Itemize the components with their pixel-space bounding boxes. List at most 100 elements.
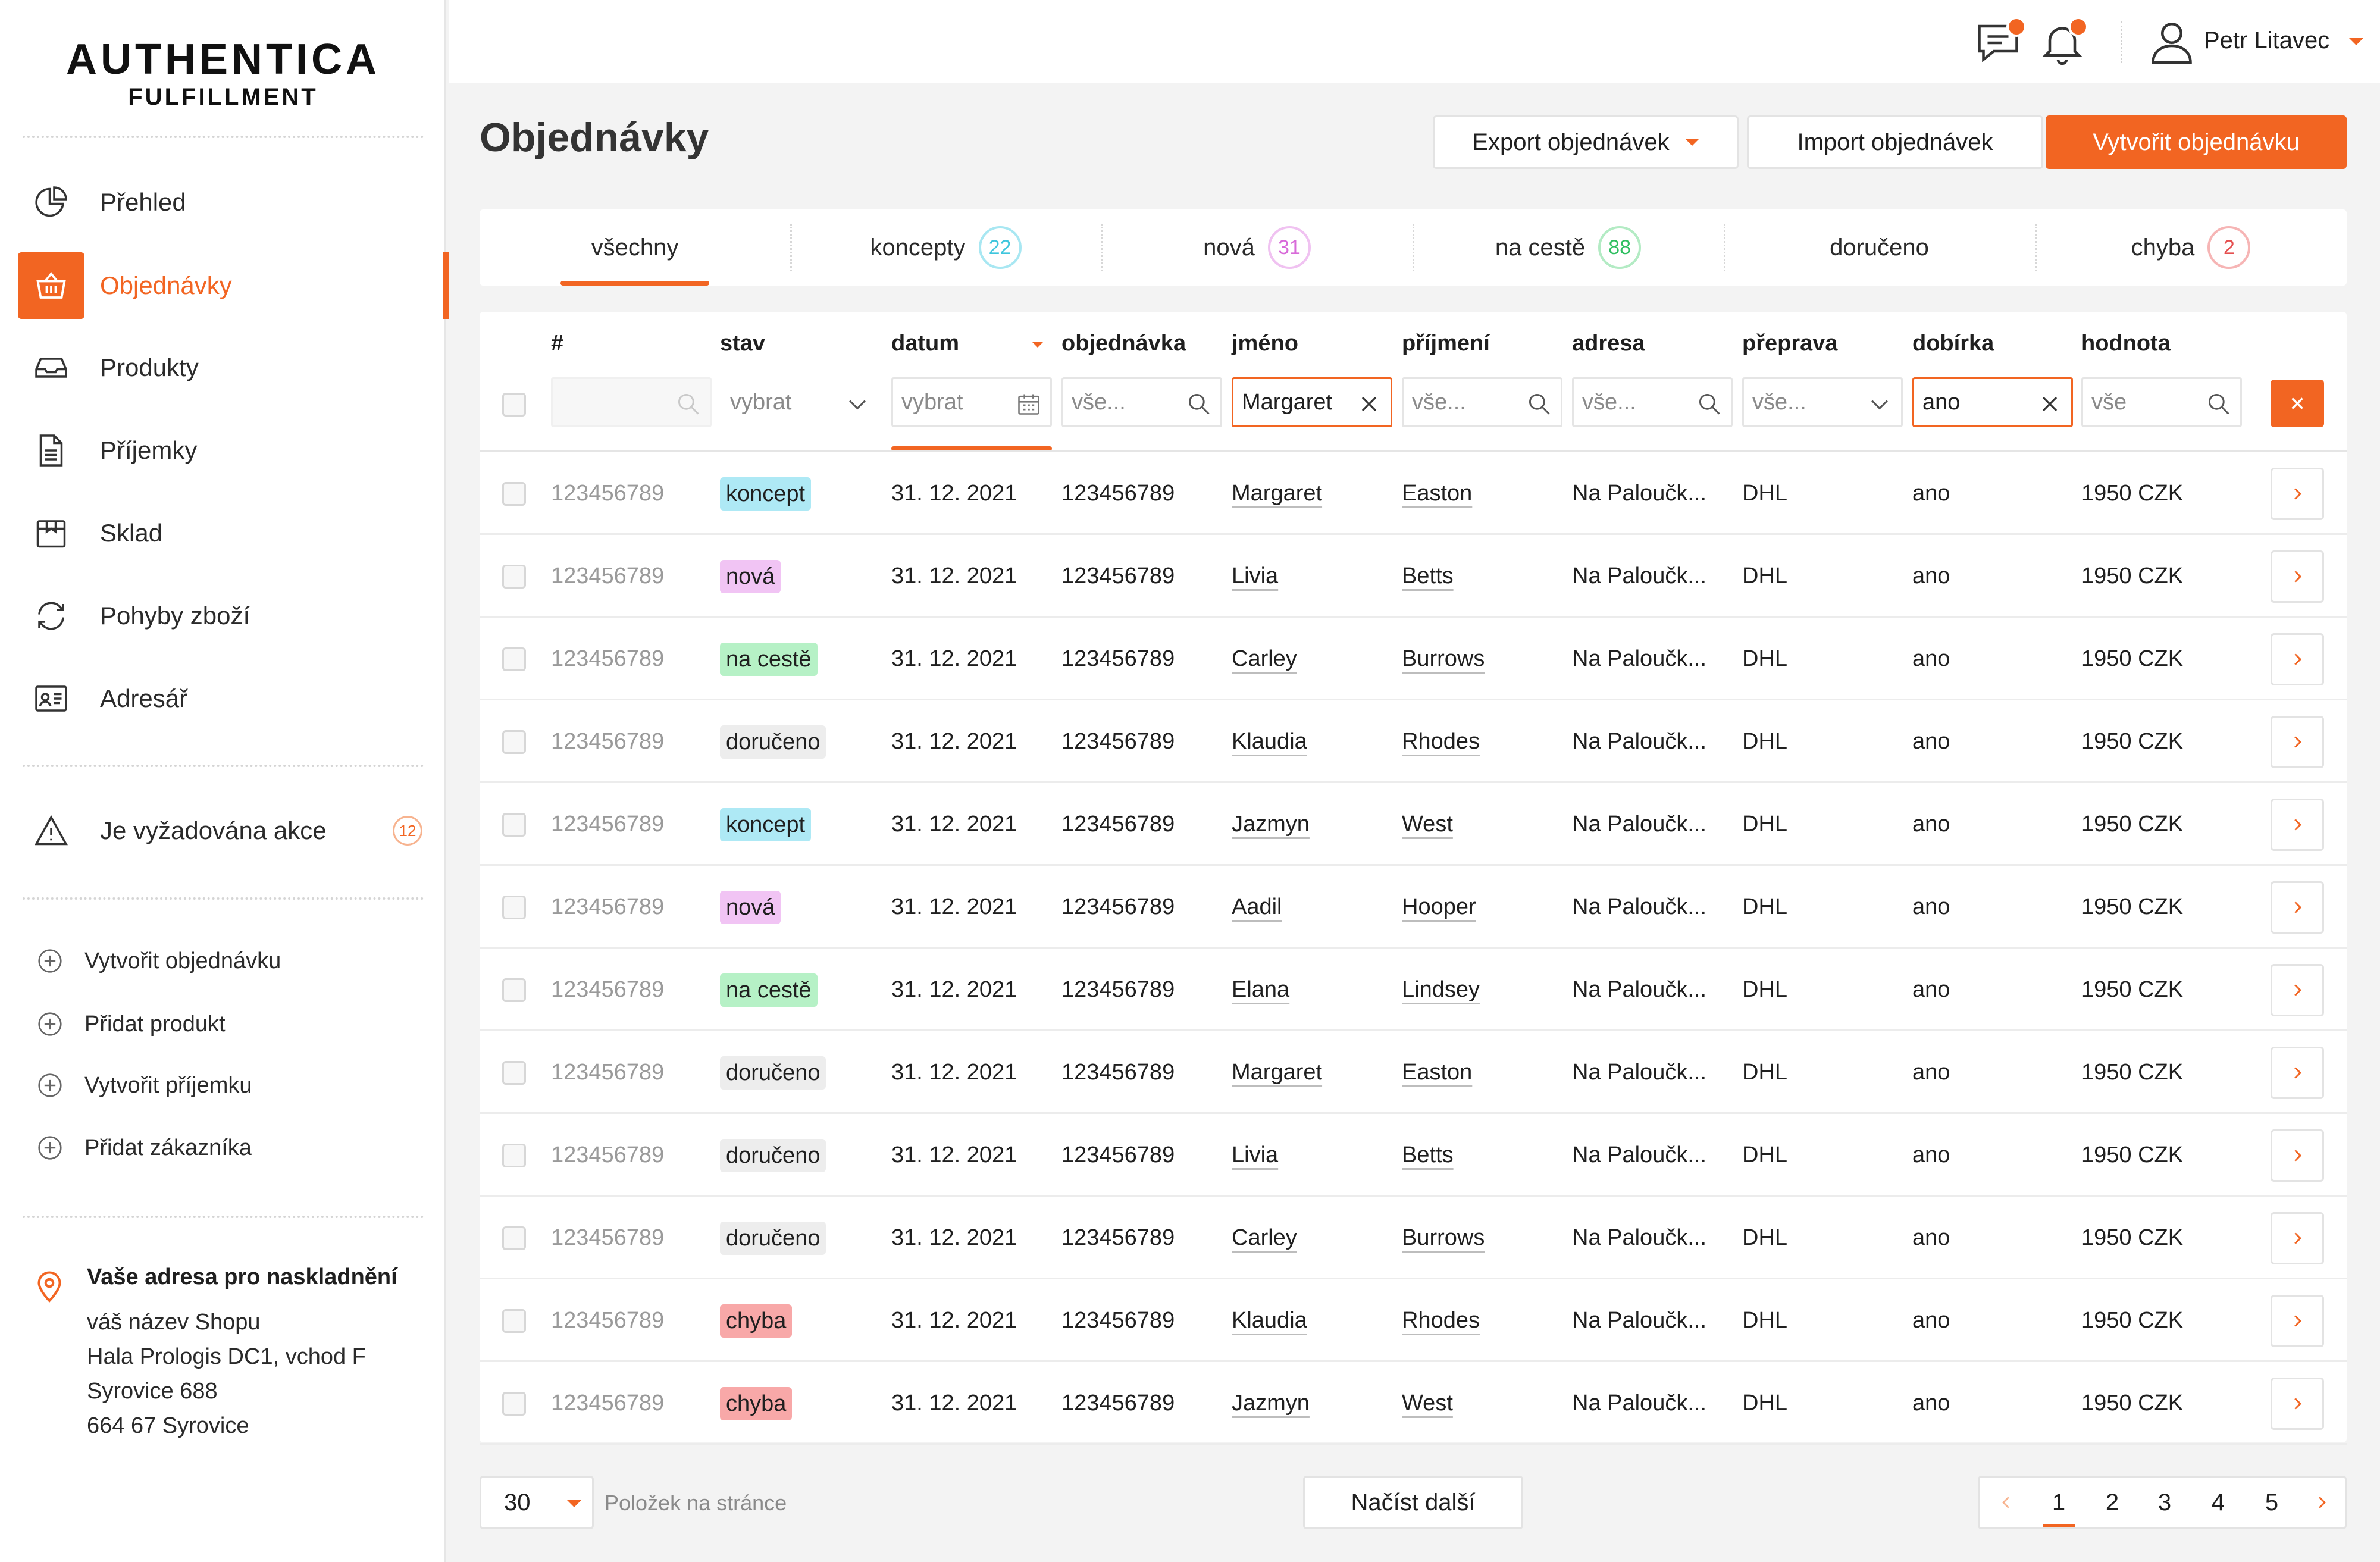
jmeno-filter[interactable]: Margaret	[1232, 377, 1392, 427]
sidebar-item-pohyby[interactable]: Pohyby zboží	[18, 583, 446, 649]
sort-desc-icon[interactable]	[1032, 342, 1044, 348]
create-order-button[interactable]: Vytvořit objednávku	[2046, 115, 2347, 169]
page-button[interactable]: 1	[2032, 1478, 2085, 1527]
column-header-adresa[interactable]: adresa	[1572, 331, 1645, 356]
cell-text[interactable]: Margaret	[1232, 1060, 1323, 1085]
row-detail-button[interactable]	[2271, 1129, 2324, 1182]
stav-filter[interactable]: vybrat	[720, 377, 881, 427]
row-checkbox[interactable]	[502, 813, 526, 837]
preprava-filter[interactable]: vše...	[1742, 377, 1903, 427]
cell-text[interactable]: Lindsey	[1402, 977, 1480, 1002]
row-checkbox[interactable]	[502, 565, 526, 589]
dobirka-filter[interactable]: ano	[1912, 377, 2073, 427]
clear-icon[interactable]	[2037, 391, 2063, 417]
cell-text[interactable]: Elana	[1232, 977, 1290, 1002]
table-row[interactable]: 123456789 doručeno 31. 12. 2021 123456789 Kl…	[480, 700, 2347, 783]
user-icon[interactable]	[2147, 17, 2197, 67]
tab-chyba[interactable]: chyba 2	[2035, 209, 2347, 286]
cell-jmeno[interactable]: Livia	[1232, 1114, 1278, 1197]
row-detail-button[interactable]	[2271, 881, 2324, 934]
cell-jmeno[interactable]: Livia	[1232, 535, 1278, 618]
cell-jmeno[interactable]: Klaudia	[1232, 700, 1307, 783]
clear-icon[interactable]	[1356, 391, 1382, 417]
quick-create-receipt[interactable]: Vytvořit příjemku	[37, 1065, 252, 1106]
row-detail-button[interactable]	[2271, 799, 2324, 851]
page-button[interactable]: 3	[2138, 1478, 2191, 1527]
row-detail-button[interactable]	[2271, 1295, 2324, 1347]
row-detail-button[interactable]	[2271, 550, 2324, 603]
cell-text[interactable]: Easton	[1402, 481, 1473, 506]
cell-text[interactable]: Easton	[1402, 1060, 1473, 1085]
cell-prijmeni[interactable]: Hooper	[1402, 866, 1476, 949]
column-header-preprava[interactable]: přeprava	[1742, 331, 1838, 356]
cell-text[interactable]: Livia	[1232, 1142, 1279, 1167]
row-checkbox[interactable]	[502, 730, 526, 754]
cell-prijmeni[interactable]: Rhodes	[1402, 700, 1480, 783]
bell-icon[interactable]	[2037, 18, 2087, 68]
cell-jmeno[interactable]: Carley	[1232, 1197, 1297, 1279]
cell-prijmeni[interactable]: West	[1402, 1362, 1453, 1445]
row-checkbox[interactable]	[502, 978, 526, 1002]
column-header-id[interactable]: #	[551, 331, 564, 356]
row-detail-button[interactable]	[2271, 1378, 2324, 1430]
cell-text[interactable]: Jazmyn	[1232, 1391, 1310, 1416]
sidebar-item-adresar[interactable]: Adresář	[18, 665, 446, 732]
objednavka-filter[interactable]: vše...	[1061, 377, 1222, 427]
quick-add-product[interactable]: Přidat produkt	[37, 1003, 226, 1045]
column-header-dobirka[interactable]: dobírka	[1912, 331, 1994, 356]
datum-filter[interactable]: vybrat	[891, 377, 1052, 427]
row-checkbox[interactable]	[502, 896, 526, 919]
per-page-select[interactable]: 30	[480, 1476, 594, 1529]
sidebar-item-sklad[interactable]: Sklad	[18, 500, 446, 566]
column-header-datum[interactable]: datum	[891, 331, 959, 356]
cell-text[interactable]: Carley	[1232, 646, 1297, 671]
cell-text[interactable]: Betts	[1402, 1142, 1454, 1167]
row-detail-button[interactable]	[2271, 633, 2324, 685]
cell-prijmeni[interactable]: Lindsey	[1402, 949, 1480, 1031]
column-header-jmeno[interactable]: jméno	[1232, 331, 1298, 356]
cell-text[interactable]: Hooper	[1402, 894, 1476, 919]
cell-text[interactable]: Burrows	[1402, 646, 1485, 671]
cell-text[interactable]: Rhodes	[1402, 729, 1480, 754]
sidebar-item-objednavky[interactable]: Objednávky	[18, 252, 449, 319]
table-row[interactable]: 123456789 doručeno 31. 12. 2021 123456789 Ca…	[480, 1197, 2347, 1279]
page-button[interactable]: 5	[2245, 1478, 2298, 1527]
row-checkbox[interactable]	[502, 1144, 526, 1167]
cell-prijmeni[interactable]: Burrows	[1402, 1197, 1485, 1279]
cell-prijmeni[interactable]: Betts	[1402, 535, 1454, 618]
cell-prijmeni[interactable]: Burrows	[1402, 618, 1485, 700]
row-detail-button[interactable]	[2271, 468, 2324, 520]
cell-text[interactable]: Betts	[1402, 564, 1454, 589]
cell-jmeno[interactable]: Jazmyn	[1232, 783, 1310, 866]
id-filter[interactable]	[551, 377, 712, 427]
import-orders-button[interactable]: Import objednávek	[1747, 115, 2043, 169]
user-menu[interactable]: Petr Litavec	[2204, 27, 2364, 54]
quick-create-order[interactable]: Vytvořit objednávku	[37, 940, 281, 982]
row-detail-button[interactable]	[2271, 716, 2324, 768]
next-page-button[interactable]	[2295, 1478, 2348, 1527]
table-row[interactable]: 123456789 nová 31. 12. 2021 123456789 Aadil H…	[480, 866, 2347, 949]
row-detail-button[interactable]	[2271, 1212, 2324, 1264]
row-checkbox[interactable]	[502, 1226, 526, 1250]
tab-koncepty[interactable]: koncepty 22	[790, 209, 1101, 286]
page-button[interactable]: 2	[2085, 1478, 2139, 1527]
row-detail-button[interactable]	[2271, 1047, 2324, 1099]
row-checkbox[interactable]	[502, 647, 526, 671]
export-orders-button[interactable]: Export objednávek	[1433, 115, 1739, 169]
cell-prijmeni[interactable]: West	[1402, 783, 1453, 866]
cell-prijmeni[interactable]: Rhodes	[1402, 1279, 1480, 1362]
table-row[interactable]: 123456789 na cestě 31. 12. 2021 123456789 El…	[480, 949, 2347, 1031]
cell-jmeno[interactable]: Carley	[1232, 618, 1297, 700]
page-button[interactable]: 4	[2191, 1478, 2245, 1527]
cell-prijmeni[interactable]: Betts	[1402, 1114, 1454, 1197]
cell-text[interactable]: Burrows	[1402, 1225, 1485, 1250]
cell-text[interactable]: West	[1402, 812, 1453, 837]
row-checkbox[interactable]	[502, 482, 526, 506]
cell-prijmeni[interactable]: Easton	[1402, 1031, 1472, 1114]
quick-add-customer[interactable]: Přidat zákazníka	[37, 1127, 252, 1169]
cell-text[interactable]: Margaret	[1232, 481, 1323, 506]
cell-prijmeni[interactable]: Easton	[1402, 452, 1472, 535]
prijmeni-filter[interactable]: vše...	[1402, 377, 1562, 427]
row-detail-button[interactable]	[2271, 964, 2324, 1016]
cell-text[interactable]: Jazmyn	[1232, 812, 1310, 837]
